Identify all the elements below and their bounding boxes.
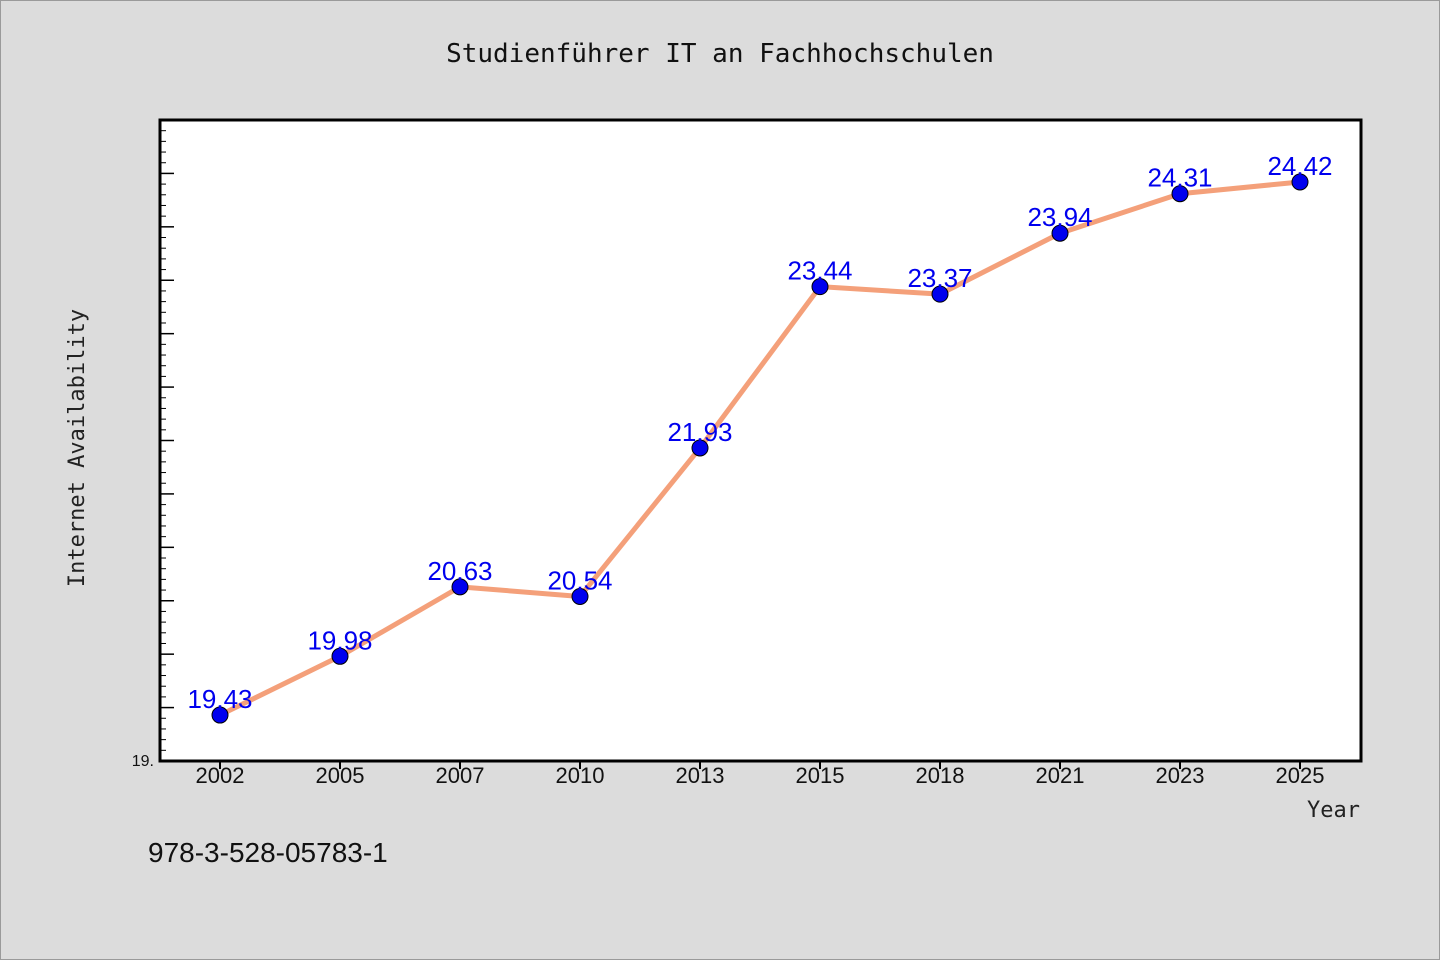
- x-tick-label: 2021: [1036, 763, 1085, 788]
- data-label: 19.98: [307, 625, 372, 655]
- data-label: 23.94: [1027, 202, 1092, 232]
- x-tick-label: 2025: [1276, 763, 1325, 788]
- plot-area: [158, 118, 1363, 763]
- x-tick-label: 2018: [916, 763, 965, 788]
- data-label: 23.44: [787, 256, 852, 286]
- data-point: [451, 578, 469, 596]
- y-axis-ticks: [160, 130, 174, 751]
- x-tick-label: 2002: [196, 763, 245, 788]
- data-label: 23.37: [907, 263, 972, 293]
- data-point: [931, 285, 949, 303]
- x-tick-label: 2005: [316, 763, 365, 788]
- data-point: [811, 278, 829, 296]
- data-point: [211, 706, 229, 724]
- x-axis-ticks: 2002 2005 2007 2010 2013 2015 2018 2021 2023 2025: [196, 761, 1325, 788]
- data-label: 20.63: [427, 556, 492, 586]
- x-tick-label: 2013: [676, 763, 725, 788]
- x-tick-label: 2010: [556, 763, 605, 788]
- footer-code: 978-3-528-05783-1: [148, 837, 388, 868]
- data-point: [1171, 185, 1189, 203]
- x-tick-label: 2023: [1156, 763, 1205, 788]
- data-label: 19.43: [187, 684, 252, 714]
- y-axis-label: Internet Availability: [65, 309, 90, 587]
- chart-title: Studienführer IT an Fachhochschulen: [446, 39, 994, 69]
- data-point: [1291, 173, 1309, 191]
- x-tick-label: 2007: [436, 763, 485, 788]
- data-point: [571, 587, 589, 605]
- data-label: 24.42: [1267, 151, 1332, 181]
- data-label: 24.31: [1147, 163, 1212, 193]
- data-label: 21.93: [667, 417, 732, 447]
- data-point: [1051, 224, 1069, 242]
- data-point: [331, 647, 349, 665]
- y-tick-label: 19.: [132, 753, 154, 770]
- series-layer: 19.43 19.98 20.63 20.54 21.93 23.44 23.37 23.94…: [187, 151, 1333, 724]
- x-axis-label: Year: [1307, 798, 1360, 823]
- series-line: [217, 179, 1303, 718]
- data-point: [691, 439, 709, 457]
- data-label: 20.54: [547, 565, 612, 595]
- x-tick-label: 2015: [796, 763, 845, 788]
